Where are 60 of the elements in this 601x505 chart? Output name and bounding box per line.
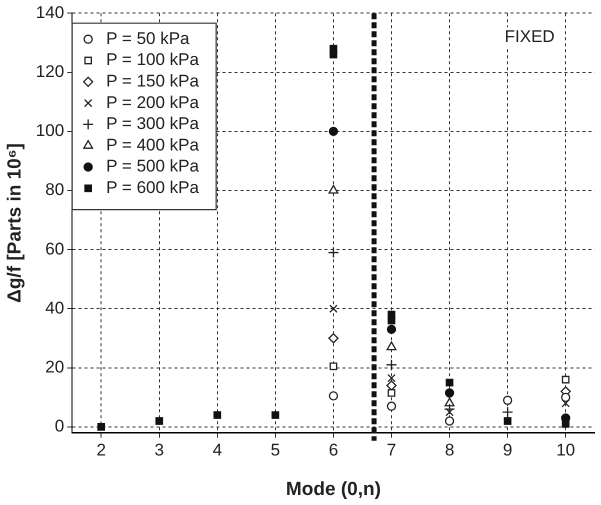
x-tick-label: 7: [386, 440, 396, 460]
point: [444, 404, 456, 415]
point: [330, 50, 338, 58]
legend-label: P = 200 kPa: [106, 92, 200, 112]
x-tick-label: 2: [96, 440, 106, 460]
x-tick-label: 3: [154, 440, 164, 460]
point: [445, 408, 454, 416]
point: [502, 396, 512, 405]
point: [328, 391, 338, 401]
point: [387, 374, 396, 382]
point: [328, 126, 338, 136]
x-tick-label: 9: [502, 440, 512, 460]
point: [386, 359, 398, 370]
point: [446, 378, 454, 386]
point: [388, 389, 396, 397]
point: [444, 388, 454, 398]
x-tick-label: 8: [444, 440, 454, 460]
point: [97, 423, 106, 431]
point: [502, 406, 514, 418]
point: [561, 399, 570, 408]
annotation: FIXED: [504, 26, 555, 46]
point: [155, 417, 164, 425]
point: [386, 380, 397, 391]
x-tick-label: 6: [328, 440, 338, 460]
point: [329, 304, 338, 313]
point: [328, 333, 339, 344]
point: [562, 376, 570, 384]
x-axis-title: Mode (0,n): [286, 478, 381, 500]
x-tick-label: 5: [270, 440, 280, 460]
legend-label: P = 300 kPa: [106, 114, 200, 134]
y-tick-label: 20: [45, 357, 64, 376]
y-tick-label: 120: [36, 62, 64, 81]
point: [386, 341, 396, 350]
point: [328, 184, 338, 194]
y-tick-label: 40: [45, 298, 64, 318]
point: [272, 411, 280, 419]
point: [444, 416, 454, 426]
legend-label: P = 600 kPa: [106, 178, 200, 197]
y-tick-label: 0: [54, 416, 64, 436]
point: [386, 402, 396, 411]
y-axis-title: Δg/f [Parts in 10⁶]: [4, 143, 26, 303]
x-tick-label: 4: [212, 440, 222, 460]
y-tick-label: 60: [45, 239, 64, 258]
point: [444, 398, 455, 406]
legend-label: P = 400 kPa: [106, 135, 200, 154]
y-tick-label: 140: [36, 2, 64, 22]
point: [561, 392, 570, 402]
point: [328, 246, 340, 258]
point: [388, 316, 396, 324]
point: [213, 411, 222, 419]
y-tick-label: 80: [45, 180, 64, 200]
legend-label: P = 500 kPa: [106, 156, 200, 176]
x-tick-label: 10: [556, 440, 576, 460]
point: [504, 417, 512, 425]
point: [330, 362, 338, 370]
point: [386, 324, 396, 334]
legend-label: P = 150 kPa: [106, 71, 200, 90]
legend-label: P = 50 kPa: [106, 28, 190, 48]
y-tick-label: 100: [36, 121, 64, 140]
legend-label: P = 100 kPa: [106, 50, 200, 70]
